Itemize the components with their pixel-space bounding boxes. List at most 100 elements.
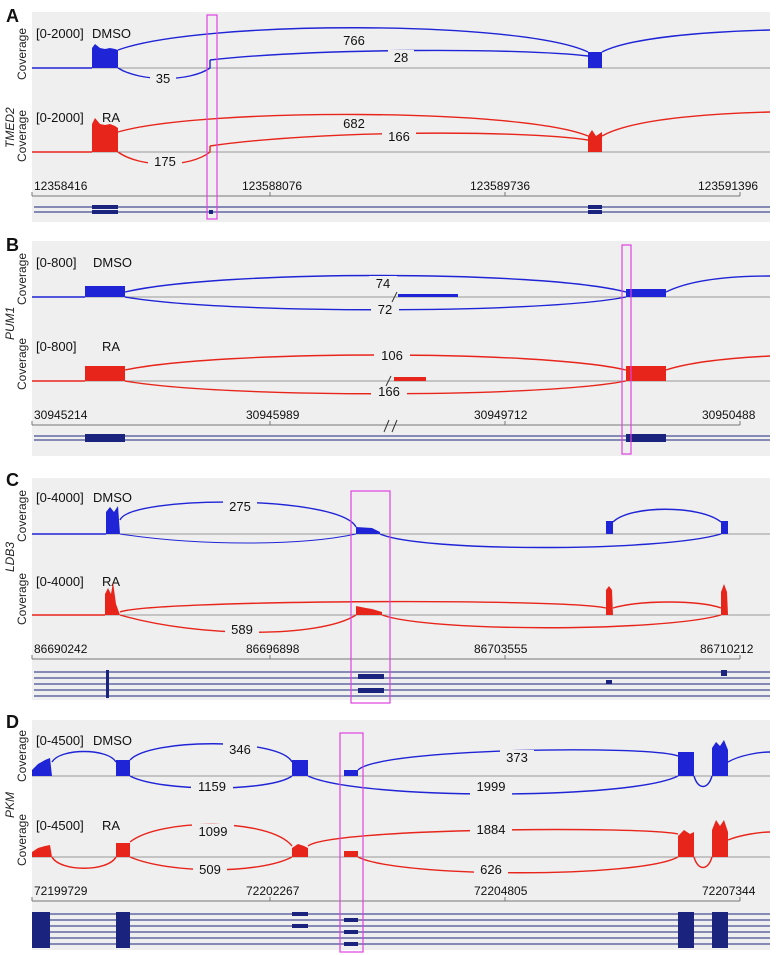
panel-c-track2-range: [0-4000] bbox=[36, 574, 84, 589]
panel-a-position-2: 123588076 bbox=[242, 179, 302, 193]
panel-b-ra-junction-count: 166 bbox=[378, 384, 400, 399]
panel-a-track2-range: [0-2000] bbox=[36, 110, 84, 125]
panel-c-track1-range: [0-4000] bbox=[36, 490, 84, 505]
panel-d-position-1: 72199729 bbox=[34, 884, 88, 898]
panel-b-ra-exon2-coverage bbox=[626, 366, 666, 381]
panel-a-position-1: 12358416 bbox=[34, 179, 88, 193]
panel-a-gene-name: TMED2 bbox=[3, 107, 17, 148]
panel-a-letter: A bbox=[6, 6, 19, 26]
panel-c-track2-condition: RA bbox=[102, 574, 120, 589]
panel-d-dmso-exon-coverage bbox=[32, 758, 52, 776]
panel-b-dmso-junction-arc bbox=[124, 274, 627, 293]
panel-a-ra-exon3-coverage bbox=[588, 130, 602, 152]
panel-b-coverage-label-1: Coverage bbox=[15, 253, 29, 305]
panel-b-letter: B bbox=[6, 235, 19, 255]
panel-d: Coverage Coverage PKM [0-4500] DMSO [0-4… bbox=[3, 730, 771, 953]
panel-b-coverage-label-2: Coverage bbox=[15, 338, 29, 390]
panel-a-ra-junction-count: 166 bbox=[388, 129, 410, 144]
panel-d-ra-junction-count: 1884 bbox=[477, 822, 506, 837]
panel-d-position-4: 72207344 bbox=[702, 884, 756, 898]
panel-c-background bbox=[32, 478, 770, 700]
panel-b-gene-annotation bbox=[34, 434, 770, 442]
panel-a-ra-junction-count: 175 bbox=[154, 154, 176, 169]
panel-d-ra-junction-count: 1099 bbox=[199, 824, 228, 839]
panel-d-dmso-junction-count: 1999 bbox=[477, 779, 506, 794]
panel-c-gene-annotation bbox=[34, 671, 770, 697]
panel-c-ra-junction-count: 589 bbox=[231, 622, 253, 637]
panel-d-gene-annotation bbox=[34, 913, 770, 945]
panel-a-dmso-junction-count: 35 bbox=[156, 71, 170, 86]
panel-b-dmso-exon1-coverage bbox=[85, 286, 125, 297]
panel-a-gene-annotation bbox=[34, 205, 770, 214]
panel-c-letter: C bbox=[6, 470, 19, 490]
panel-c-coverage-label-1: Coverage bbox=[15, 490, 29, 542]
panel-b-position-4: 30950488 bbox=[702, 408, 756, 422]
panel-b-position-1: 30945214 bbox=[34, 408, 88, 422]
panel-a-ra-junction-arc bbox=[117, 113, 589, 137]
panel-a-dmso-junction-arc bbox=[117, 27, 589, 53]
panel-a-dmso-junction-count: 28 bbox=[394, 50, 408, 65]
panel-d-letter: D bbox=[6, 712, 19, 732]
panel-c-dmso-junction-count: 275 bbox=[229, 499, 251, 514]
panel-b-ra-junction-count: 106 bbox=[381, 348, 403, 363]
panel-c-ra-junction-arc bbox=[381, 614, 722, 629]
panel-d-dmso-junction-arc bbox=[129, 743, 293, 763]
panel-b: Coverage Coverage PUM1 [0-800] DMSO [0-8… bbox=[3, 244, 771, 455]
panel-d-track2-condition: RA bbox=[102, 818, 120, 833]
panel-b-track1-range: [0-800] bbox=[36, 255, 76, 270]
panel-a-dmso-exon1-coverage bbox=[92, 44, 118, 68]
panel-a-coverage-label-2: Coverage bbox=[15, 110, 29, 162]
panel-d-highlight-box bbox=[339, 732, 364, 953]
panel-d-coverage-label-2: Coverage bbox=[15, 814, 29, 866]
panel-d-dmso-junction-count: 1159 bbox=[198, 779, 226, 794]
panel-d-position-2: 72202267 bbox=[246, 884, 300, 898]
panel-b-position-3: 30949712 bbox=[474, 408, 528, 422]
panel-b-highlight-box bbox=[621, 244, 632, 455]
panel-b-dmso-exon2-coverage bbox=[626, 289, 666, 297]
panel-d-dmso-junction-count: 346 bbox=[229, 742, 251, 757]
panel-c-position-4: 86710212 bbox=[700, 642, 754, 656]
panel-a-ra-junction-count: 682 bbox=[343, 116, 365, 131]
panel-a-position-3: 123589736 bbox=[470, 179, 530, 193]
panel-b-ra-exon1-coverage bbox=[85, 366, 125, 381]
panel-b-track2-range: [0-800] bbox=[36, 339, 76, 354]
panel-a-dmso-exon3-coverage bbox=[588, 52, 602, 68]
panel-c-gene-name: LDB3 bbox=[3, 542, 17, 572]
panel-a-background bbox=[32, 12, 770, 222]
panel-d-track2-range: [0-4500] bbox=[36, 818, 84, 833]
panel-a-position-4: 123591396 bbox=[698, 179, 758, 193]
panel-c-track1-condition: DMSO bbox=[93, 490, 132, 505]
panel-a-track1-range: [0-2000] bbox=[36, 26, 84, 41]
panel-c-dmso-exon-coverage bbox=[106, 506, 120, 534]
panel-c-highlight-box bbox=[350, 490, 391, 704]
panel-c-coverage-label-2: Coverage bbox=[15, 573, 29, 625]
panel-d-dmso-junction-count: 373 bbox=[506, 750, 528, 765]
panel-c-ra-exon-coverage bbox=[105, 582, 120, 615]
panel-d-track1-range: [0-4500] bbox=[36, 733, 84, 748]
panel-d-ra-exon-coverage bbox=[32, 845, 52, 857]
panel-d-coverage-label-1: Coverage bbox=[15, 730, 29, 782]
panel-b-position-2: 30945989 bbox=[246, 408, 300, 422]
panel-c-position-2: 86696898 bbox=[246, 642, 300, 656]
panel-c-position-1: 86690242 bbox=[34, 642, 88, 656]
panel-a-track2-condition: RA bbox=[102, 110, 120, 125]
panel-c-position-3: 86703555 bbox=[474, 642, 528, 656]
panel-a-dmso-junction-count: 766 bbox=[343, 33, 365, 48]
panel-d-position-3: 72204805 bbox=[474, 884, 528, 898]
panel-d-ra-junction-count: 626 bbox=[480, 862, 502, 877]
panel-c-dmso-junction-arc bbox=[379, 533, 722, 549]
panel-a-highlight-box bbox=[206, 14, 218, 220]
panel-d-ra-junction-count: 509 bbox=[199, 862, 221, 877]
panel-a-track1-condition: DMSO bbox=[92, 26, 131, 41]
panel-b-gene-name: PUM1 bbox=[3, 307, 17, 340]
panel-c-ra-junction-arc bbox=[119, 600, 607, 613]
panel-a-dmso-junction-arc bbox=[209, 49, 589, 61]
panel-c: Coverage Coverage LDB3 [0-4000] DMSO [0-… bbox=[3, 490, 770, 704]
panel-b-dmso-junction-count: 72 bbox=[378, 302, 392, 317]
panel-b-axis-break-marks bbox=[383, 291, 398, 433]
panel-a-ra-exon1-coverage bbox=[92, 118, 118, 152]
panel-d-ra-junction-arc bbox=[357, 856, 679, 874]
panel-b-track2-condition: RA bbox=[102, 339, 120, 354]
panel-a-coverage-label-1: Coverage bbox=[15, 28, 29, 80]
